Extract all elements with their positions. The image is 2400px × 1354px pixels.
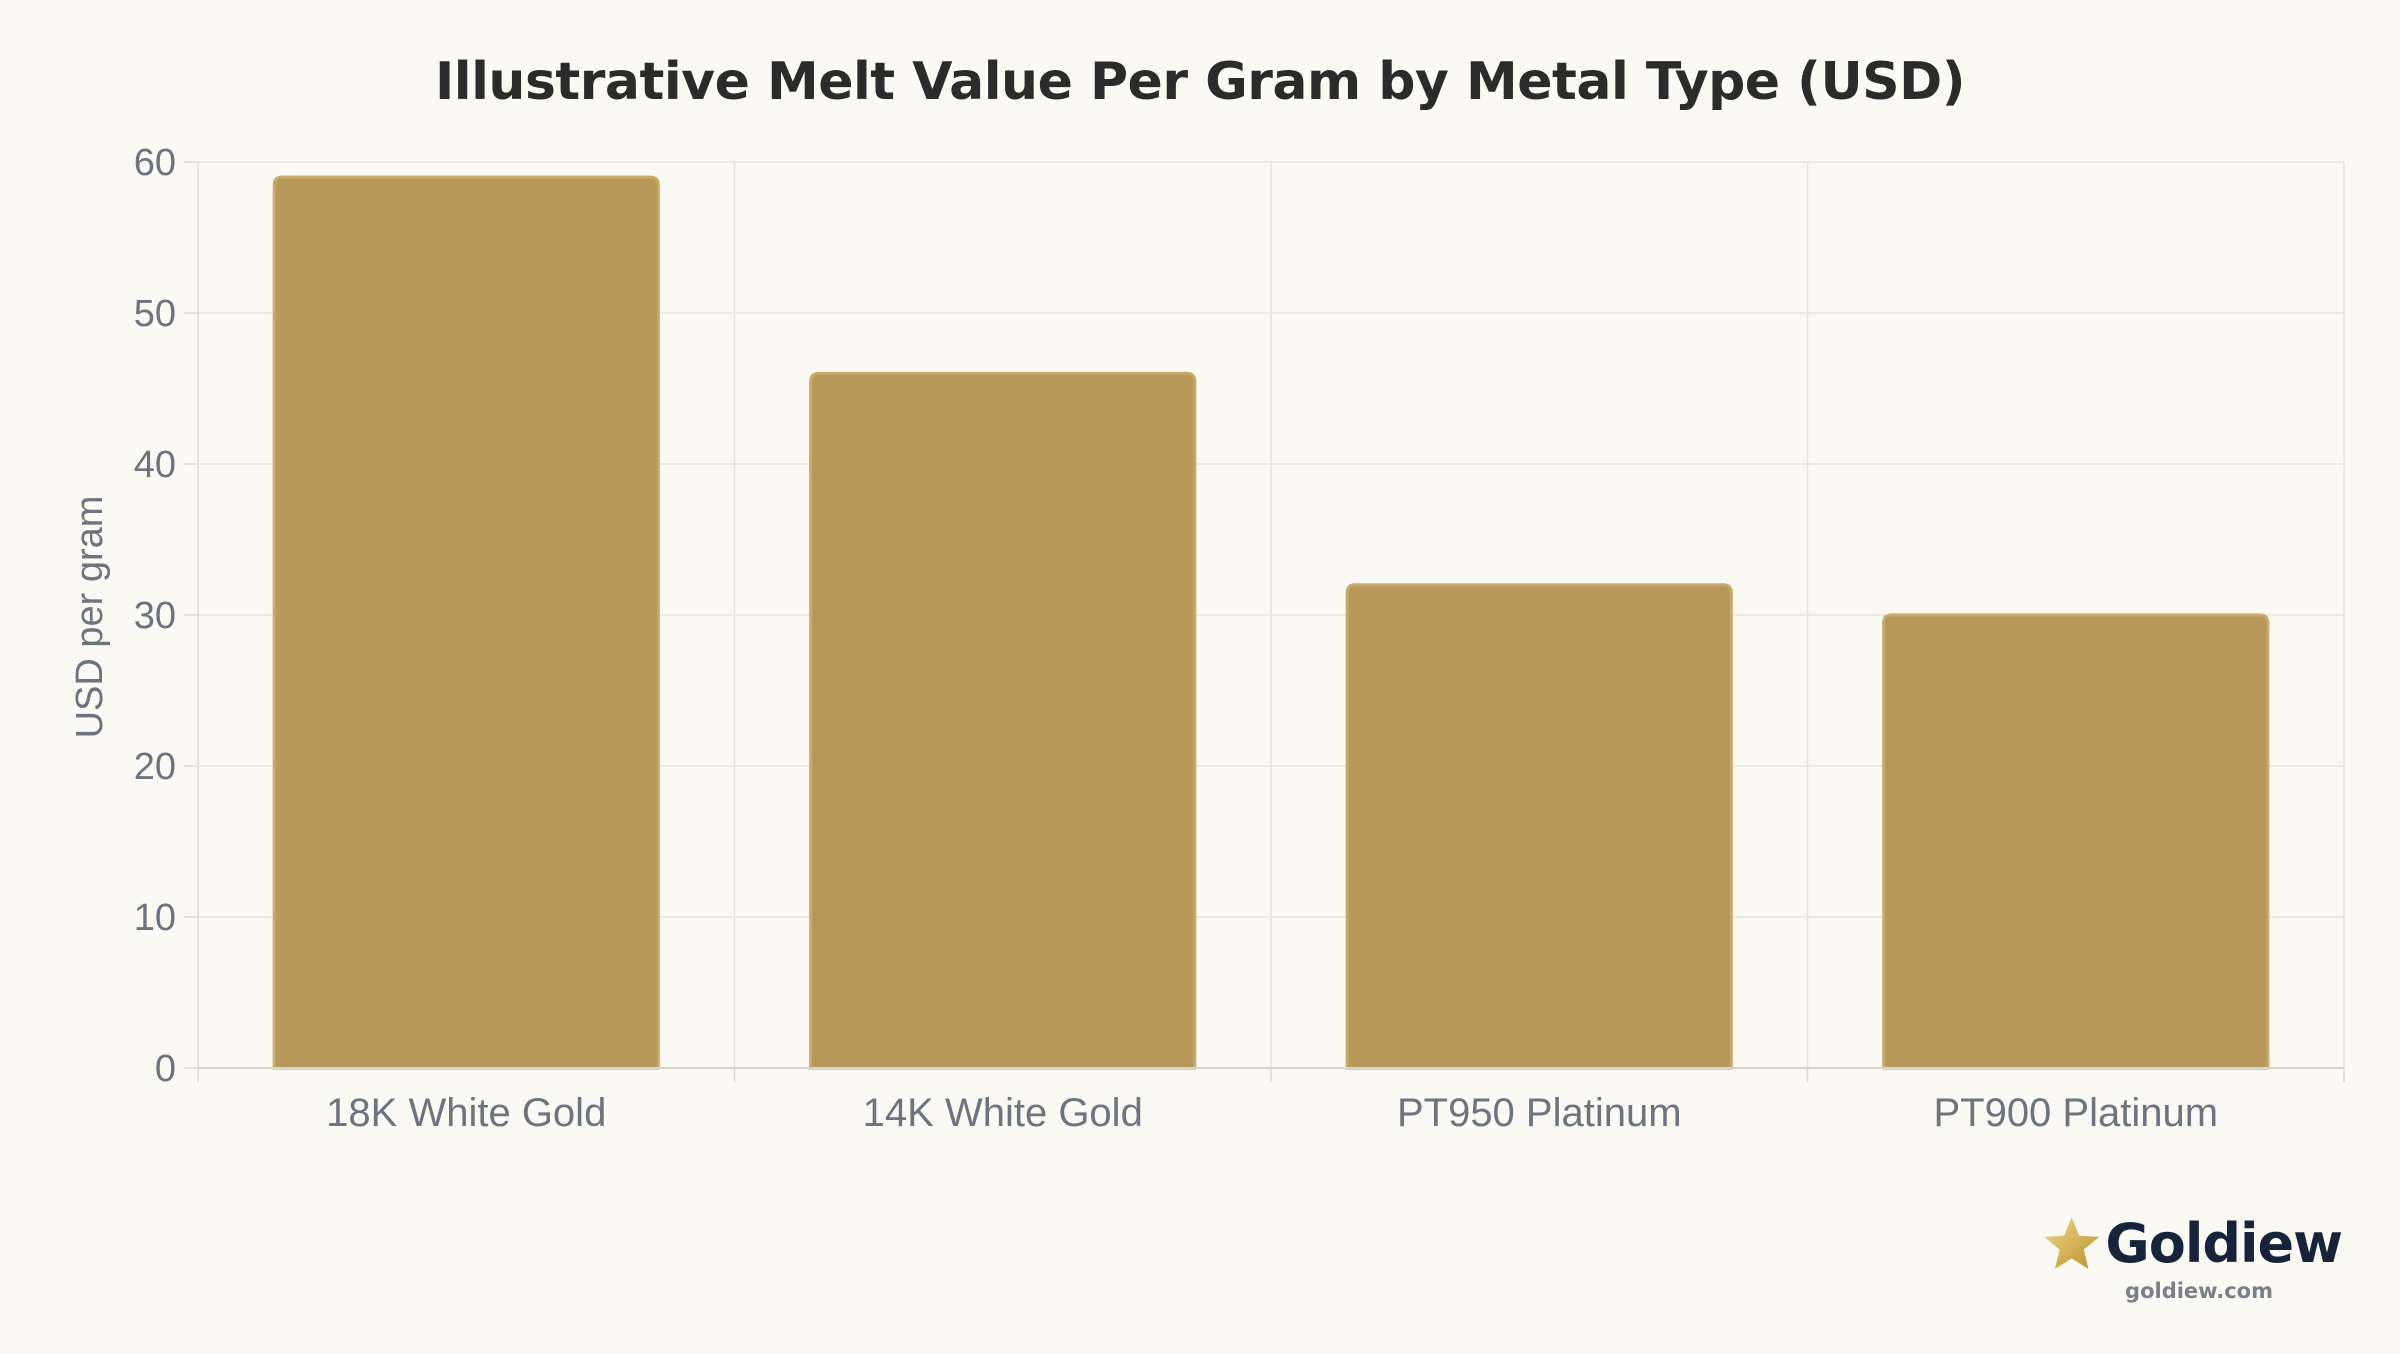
x-category-label: PT900 Platinum: [1933, 1091, 2218, 1135]
y-tick-label: 0: [155, 1048, 176, 1090]
bar-pt900-platinum: [1882, 613, 2270, 1070]
brand-url: goldiew.com: [2125, 1279, 2273, 1303]
brand-row: Goldiew: [2042, 1212, 2343, 1275]
y-tick-label: 50: [134, 293, 176, 335]
x-category-label: PT950 Platinum: [1397, 1091, 1682, 1135]
star-icon: [2044, 1216, 2100, 1269]
y-tick-label: 30: [134, 595, 176, 637]
y-tick-label: 40: [134, 444, 176, 486]
y-tick-label: 60: [134, 142, 176, 184]
bar-14k-white-gold: [809, 371, 1197, 1070]
x-category-label: 14K White Gold: [863, 1091, 1143, 1135]
x-category-label: 18K White Gold: [326, 1091, 606, 1135]
y-axis-title: USD per gram: [69, 496, 111, 739]
chart-title: Illustrative Melt Value Per Gram by Meta…: [434, 52, 1966, 112]
bar-18k-white-gold: [272, 175, 660, 1070]
y-tick-label: 10: [134, 897, 176, 939]
brand-logo: Goldiew goldiew.com: [2042, 1212, 2343, 1303]
bar-pt950-platinum: [1345, 583, 1733, 1070]
brand-name: Goldiew: [2105, 1212, 2343, 1275]
y-tick-label: 20: [134, 746, 176, 788]
